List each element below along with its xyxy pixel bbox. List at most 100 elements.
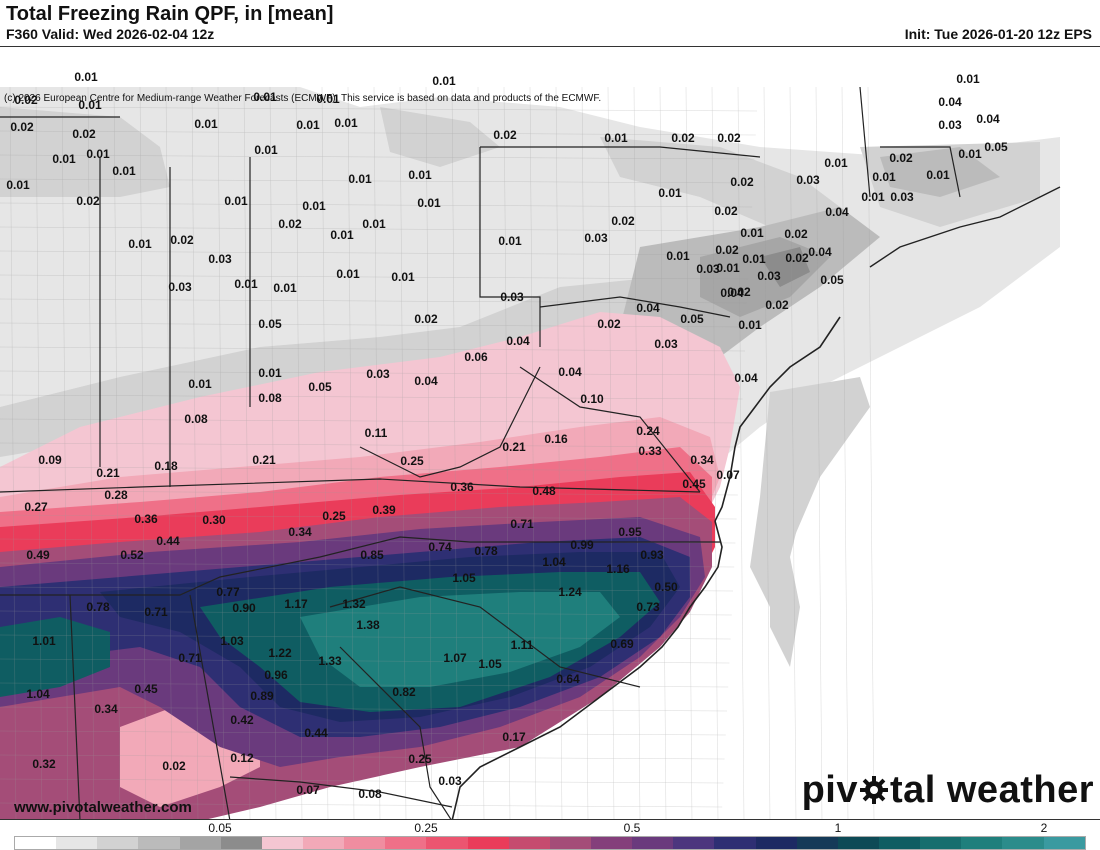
county-line: [477, 86, 485, 819]
precip-band-t2: [300, 592, 620, 687]
precip-value-label: 0.03: [654, 337, 678, 351]
legend-tick-label: 2: [1040, 821, 1048, 835]
county-line: [581, 86, 589, 819]
county-line: [0, 802, 723, 808]
county-line: [0, 106, 758, 112]
precip-value-label: 0.49: [26, 548, 50, 562]
precip-value-label: 1.16: [606, 562, 630, 576]
precip-value-label: 0.45: [682, 477, 706, 491]
precip-value-label: 0.02: [414, 312, 438, 326]
precip-value-label: 0.01: [296, 118, 320, 132]
precip-value-label: 0.01: [498, 234, 522, 248]
valid-time: F360 Valid: Wed 2026-02-04 12z: [6, 26, 215, 42]
precip-value-label: 0.77: [216, 585, 240, 599]
header: Total Freezing Rain QPF, in [mean] F360 …: [0, 0, 1100, 46]
precip-value-label: 0.07: [296, 783, 320, 797]
county-line: [0, 418, 742, 424]
legend-swatch: [97, 837, 139, 849]
precip-value-label: 0.01: [926, 168, 950, 182]
precip-band-g5: [760, 247, 810, 287]
precip-value-label: 0.27: [24, 500, 48, 514]
county-line: [815, 86, 823, 819]
precip-value-label: 0.01: [254, 143, 278, 157]
state-line: [539, 296, 731, 318]
precip-value-label: 0.95: [618, 525, 642, 539]
state-line: [479, 147, 541, 347]
precip-value-label: 1.05: [452, 571, 476, 585]
precip-value-label: 0.02: [715, 243, 739, 257]
legend-swatch: [714, 837, 756, 849]
precip-value-label: 0.04: [938, 95, 962, 109]
precip-value-label: 0.03: [208, 252, 232, 266]
precip-value-label: 0.01: [86, 147, 110, 161]
precip-value-label: 0.03: [757, 269, 781, 283]
legend-swatch: [1002, 837, 1044, 849]
precip-value-label: 0.01: [330, 228, 354, 242]
precip-value-label: 0.04: [825, 205, 849, 219]
precip-value-label: 0.01: [738, 318, 762, 332]
map-title: Total Freezing Rain QPF, in [mean]: [6, 3, 334, 25]
county-line: [165, 86, 173, 819]
precip-value-label: 0.28: [104, 488, 128, 502]
precip-value-label: 0.01: [348, 172, 372, 186]
precip-value-label: 0.25: [400, 454, 424, 468]
precip-value-label: 0.04: [720, 286, 744, 300]
county-line: [0, 202, 753, 208]
brand-text-start: piv: [801, 769, 858, 811]
county-line: [0, 442, 741, 448]
precip-value-label: 0.17: [502, 730, 526, 744]
precip-value-label: 0.39: [372, 503, 396, 517]
state-line: [229, 776, 453, 808]
map-panel[interactable]: (c) 2026 European Centre for Medium-rang…: [0, 46, 1100, 820]
precip-value-label: 0.01: [604, 131, 628, 145]
county-line: [0, 178, 754, 184]
county-line: [295, 86, 303, 819]
county-line: [0, 610, 732, 616]
legend-swatch: [961, 837, 1003, 849]
precip-value-label: 0.01: [958, 147, 982, 161]
county-line: [347, 86, 355, 819]
county-line: [711, 86, 719, 819]
county-line: [841, 86, 849, 819]
precip-value-label: 0.78: [474, 544, 498, 558]
county-line: [0, 466, 740, 472]
precip-value-label: 0.45: [134, 682, 158, 696]
precip-value-label: 0.02: [611, 214, 635, 228]
county-line: [0, 154, 755, 160]
county-line: [0, 730, 726, 736]
website-link[interactable]: www.pivotalweather.com: [14, 799, 192, 816]
county-line: [503, 86, 511, 819]
precip-value-label: 0.02: [784, 227, 808, 241]
county-line: [0, 634, 731, 640]
precip-value-label: 0.36: [134, 512, 158, 526]
precip-value-label: 0.01: [188, 377, 212, 391]
precip-value-label: 1.33: [318, 654, 342, 668]
precip-value-label: 0.08: [258, 391, 282, 405]
legend-swatch: [56, 837, 98, 849]
precip-value-label: 0.05: [308, 380, 332, 394]
precip-value-label: 0.01: [334, 116, 358, 130]
state-line: [329, 586, 641, 688]
precip-value-label: 0.01: [432, 74, 456, 88]
county-line: [0, 562, 735, 568]
precip-value-label: 0.44: [156, 534, 180, 548]
precip-value-label: 0.02: [10, 120, 34, 134]
state-line: [859, 86, 871, 198]
precip-value-label: 0.21: [96, 466, 120, 480]
county-line: [0, 346, 746, 352]
precip-value-label: 0.01: [716, 261, 740, 275]
precip-value-label: 1.07: [443, 651, 467, 665]
state-line: [519, 366, 701, 493]
precip-value-label: 0.33: [638, 444, 662, 458]
precip-value-label: 0.02: [714, 204, 738, 218]
legend-swatch: [220, 837, 262, 849]
precip-value-label: 0.02: [278, 217, 302, 231]
precip-value-label: 1.04: [26, 687, 50, 701]
precip-value-label: 0.01: [740, 226, 764, 240]
precip-value-label: 0.50: [654, 580, 678, 594]
precip-value-label: 0.12: [230, 751, 254, 765]
precip-value-label: 0.01: [258, 366, 282, 380]
legend-swatch: [179, 837, 221, 849]
county-line: [555, 86, 563, 819]
precip-value-label: 0.04: [734, 371, 758, 385]
